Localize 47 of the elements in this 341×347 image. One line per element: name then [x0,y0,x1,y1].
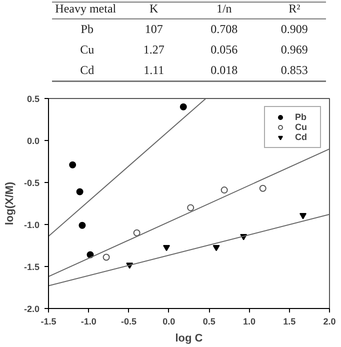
y-axis-title: log(X/M) [4,181,16,226]
text: 0.909 [280,22,308,36]
text: 0.018 [210,63,238,78]
point [180,103,187,110]
text: 107 [144,22,163,36]
x-tick-label: 2.0 [323,316,336,326]
point [259,184,266,192]
text: 0.969 [280,42,308,57]
y-tick-label: -2.0 [24,304,40,314]
text: 1.11 [144,63,164,78]
text: Cu [80,42,94,57]
legend-label: Cu [295,122,308,132]
y-tick-label: 0.5 [26,94,40,104]
x-axis-title: log C [175,332,203,344]
x-tick-label: -1.5 [40,316,56,326]
point [212,244,220,252]
text: Pb [80,22,94,36]
text: 1.27 [143,42,164,57]
text: 0.853 [280,63,308,78]
legend-label: Cd [295,132,308,142]
y-tick-label: -1.5 [24,262,40,272]
point [163,244,170,252]
x-tick-label: -1.0 [80,316,96,326]
y-tick-label: -1.0 [24,220,40,230]
x-tick-label: 1.5 [283,316,296,326]
y-tick-label: 0.0 [26,136,40,146]
text: 1/n [216,2,232,16]
text: Heavy metal [55,2,117,16]
x-tick-label: 0.0 [162,316,176,326]
text: Cd [80,63,94,78]
point [133,229,140,236]
point [78,222,86,229]
point [102,254,110,261]
point [76,188,84,196]
point [220,186,228,194]
x-tick-label: 1.0 [242,316,256,326]
text: R² [288,2,301,16]
x-tick-label: -0.5 [121,316,137,326]
text: 0.056 [210,42,238,57]
x-tick-label: 0.5 [202,316,216,326]
text: 0.708 [210,22,238,36]
legend-label: Pb [295,112,308,122]
point [187,204,194,212]
y-tick-label: -0.5 [24,178,40,188]
point [69,161,76,168]
text: K [150,2,159,16]
point [300,213,307,220]
